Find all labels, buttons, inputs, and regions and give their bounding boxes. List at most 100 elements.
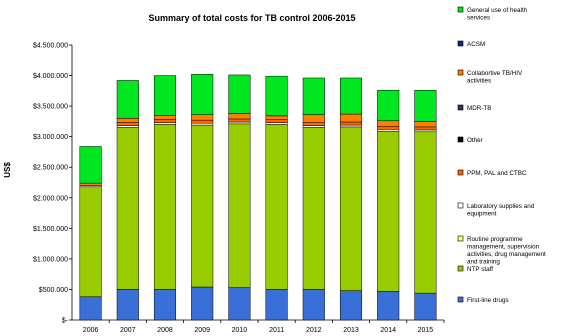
bar-segment bbox=[228, 118, 251, 123]
bar-segment bbox=[265, 115, 288, 120]
bar-segment bbox=[414, 89, 437, 122]
x-tick-label: 2008 bbox=[157, 327, 173, 334]
bar-segment bbox=[191, 74, 214, 115]
bar-segment bbox=[191, 124, 214, 288]
legend-swatch bbox=[457, 40, 464, 47]
legend-label: and training bbox=[467, 259, 500, 266]
legend-label: Laboratory supplies and bbox=[467, 203, 535, 210]
bar-segment bbox=[339, 290, 363, 321]
bar-segment bbox=[228, 121, 251, 125]
bar-segment bbox=[153, 115, 177, 120]
bar-segment bbox=[339, 77, 363, 115]
y-tick-label: $1.500.000 bbox=[33, 226, 68, 233]
x-tick-label: 2010 bbox=[232, 327, 248, 334]
y-tick-label: $4.500.000 bbox=[33, 43, 68, 50]
bar-segment bbox=[116, 127, 139, 290]
bar-segment bbox=[414, 292, 437, 321]
legend-swatch bbox=[457, 6, 464, 13]
bar-segment bbox=[377, 89, 400, 122]
y-tick-label: $3.000.000 bbox=[33, 134, 68, 141]
legend-label: Routine programme bbox=[467, 236, 523, 243]
bar-segment bbox=[377, 291, 400, 321]
bar-segment bbox=[153, 289, 177, 321]
y-tick-label: $4.000.000 bbox=[33, 73, 68, 80]
bar-segment bbox=[302, 114, 325, 123]
x-tick-label: 2015 bbox=[418, 327, 434, 334]
bar-segment bbox=[414, 126, 437, 131]
bar-segment bbox=[191, 286, 214, 321]
bar-segment bbox=[265, 119, 288, 123]
y-tick-label: $- bbox=[62, 318, 69, 325]
chart-title: Summary of total costs for TB control 20… bbox=[148, 13, 355, 23]
legend-label: Collabortive TB/HIV bbox=[467, 70, 523, 77]
legend-label: ACSM bbox=[467, 41, 485, 48]
bar-segment bbox=[228, 74, 251, 114]
legend-label: PPM, PAL and CTBC bbox=[467, 170, 527, 177]
bar-segment bbox=[339, 121, 363, 126]
bar-segment bbox=[153, 119, 177, 123]
bar-segment bbox=[302, 127, 325, 290]
bar-segment bbox=[228, 113, 251, 120]
legend-label: Other bbox=[467, 137, 483, 144]
legend-swatch bbox=[457, 104, 464, 111]
bar-segment bbox=[414, 131, 437, 294]
legend-label: activities bbox=[467, 78, 491, 85]
y-axis-label: US$ bbox=[3, 162, 12, 178]
bar-segment bbox=[116, 118, 139, 123]
bar-segment bbox=[339, 124, 363, 128]
bar-segment bbox=[153, 124, 177, 290]
bar-segment bbox=[414, 129, 437, 133]
legend-label: NTP staff bbox=[467, 266, 493, 273]
bar-segment bbox=[153, 122, 177, 125]
legend-label: equipment bbox=[467, 211, 497, 218]
legend-label: MDR-TB bbox=[467, 105, 491, 112]
bar-segment bbox=[377, 126, 400, 130]
legend-label: services bbox=[467, 15, 490, 22]
bar-segment bbox=[302, 122, 325, 126]
legend-swatch bbox=[457, 136, 464, 143]
bar-segment bbox=[265, 122, 288, 125]
y-tick-label: $2.500.000 bbox=[33, 165, 68, 172]
x-tick-label: 2013 bbox=[343, 327, 359, 334]
legend-label: management, supervision bbox=[467, 244, 540, 251]
bar-segment bbox=[265, 289, 288, 321]
y-tick-label: $3.500.000 bbox=[33, 104, 68, 111]
bar-segment bbox=[265, 75, 288, 117]
bar-segment bbox=[79, 296, 102, 321]
bar-segment bbox=[377, 129, 400, 132]
y-tick-label: $500.000 bbox=[39, 287, 68, 294]
bar-segment bbox=[265, 124, 288, 290]
bar-segment bbox=[191, 119, 214, 124]
legend-label: General use of health bbox=[467, 7, 528, 14]
bar-segment bbox=[228, 287, 251, 321]
x-tick-label: 2011 bbox=[269, 327, 284, 334]
bar-segment bbox=[116, 289, 139, 321]
bar-segment bbox=[116, 125, 139, 128]
bar-segment bbox=[116, 80, 139, 119]
bar-segment bbox=[79, 186, 102, 298]
bars bbox=[79, 74, 437, 321]
x-tick-label: 2006 bbox=[83, 327, 99, 334]
legend-label: activities, drug management bbox=[467, 251, 546, 258]
bar-segment bbox=[302, 77, 325, 115]
bar-segment bbox=[191, 122, 214, 126]
legend-swatch bbox=[457, 202, 464, 209]
axes: $- $500.000 $1.000.000 $1.500.000 $2.000.000… bbox=[33, 43, 445, 334]
legend-swatch bbox=[457, 265, 464, 272]
legend-swatch bbox=[457, 235, 464, 242]
y-tick-label: $1.000.000 bbox=[33, 256, 68, 263]
bar-segment bbox=[339, 113, 363, 123]
x-tick-label: 2014 bbox=[380, 327, 396, 334]
bar-segment bbox=[79, 182, 102, 186]
legend-swatch bbox=[457, 296, 464, 303]
bar-segment bbox=[153, 75, 177, 116]
bar-segment bbox=[116, 122, 139, 126]
bar-segment bbox=[79, 146, 102, 184]
bar-segment bbox=[302, 289, 325, 321]
x-tick-label: 2009 bbox=[194, 327, 210, 334]
x-tick-label: 2012 bbox=[306, 327, 322, 334]
legend-label: First-line drugs bbox=[467, 297, 509, 304]
